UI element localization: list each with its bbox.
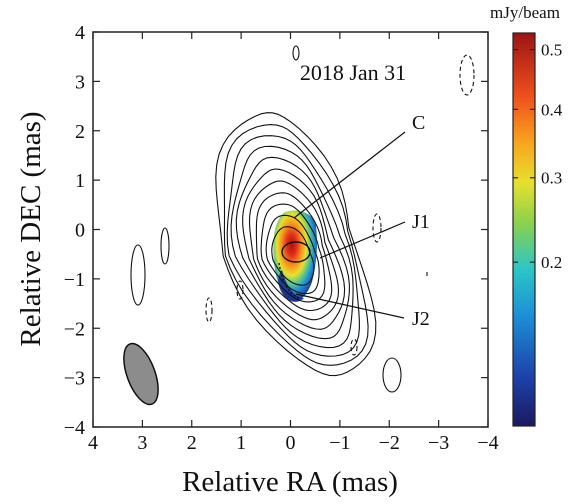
colorbar-unit: mJy/beam bbox=[490, 3, 560, 22]
y-tick-label: 4 bbox=[75, 22, 85, 44]
colorbar-gradient bbox=[512, 32, 536, 427]
x-axis-label: Relative RA (mas) bbox=[182, 466, 398, 498]
y-tick-label: −4 bbox=[64, 417, 85, 439]
intensity-map bbox=[273, 210, 317, 302]
x-tick-label: −1 bbox=[329, 432, 350, 454]
component-markers bbox=[278, 241, 311, 299]
y-tick-label: −1 bbox=[64, 269, 85, 291]
contour-ring bbox=[255, 192, 333, 312]
colorbar-tick-label: 0.5 bbox=[541, 41, 562, 60]
y-tick-label: −2 bbox=[64, 318, 85, 340]
restoring-beam bbox=[123, 342, 159, 406]
isolated-contours bbox=[130, 45, 402, 393]
y-tick-label: 1 bbox=[75, 170, 85, 192]
component-label-c: C bbox=[412, 112, 425, 134]
contour-ring bbox=[265, 214, 320, 295]
negative-contours bbox=[205, 54, 475, 356]
x-tick-label: −2 bbox=[379, 432, 400, 454]
contour-ring bbox=[260, 203, 326, 303]
y-axis-label: Relative DEC (mas) bbox=[15, 111, 47, 346]
x-tick-label: 0 bbox=[286, 432, 296, 454]
colorbar-tick-label: 0.3 bbox=[541, 169, 562, 188]
x-tick-label: 1 bbox=[236, 432, 246, 454]
contour-ring bbox=[223, 124, 369, 366]
x-tick-label: 4 bbox=[88, 432, 98, 454]
contour-ring bbox=[242, 168, 346, 330]
x-tick-label: −4 bbox=[477, 432, 498, 454]
component-label-j2: J2 bbox=[412, 308, 430, 330]
component-label-j1: J1 bbox=[412, 211, 430, 233]
contour-ring bbox=[248, 180, 340, 321]
contour-ring bbox=[235, 156, 350, 340]
axis-ticks bbox=[92, 31, 489, 428]
contour-ring bbox=[271, 226, 315, 286]
epoch-label: 2018 Jan 31 bbox=[300, 60, 406, 85]
colorbar-ticks bbox=[513, 49, 535, 263]
colorbar-tick-label: 0.2 bbox=[541, 253, 562, 272]
contour-ring bbox=[226, 135, 360, 357]
contour-ring bbox=[230, 145, 354, 349]
x-tick-label: 3 bbox=[137, 432, 147, 454]
component-pointers bbox=[293, 131, 406, 319]
colorbar-tick-label: 0.4 bbox=[541, 100, 563, 119]
colorbar: 0.5 0.4 0.3 0.2 mJy/beam bbox=[490, 3, 563, 427]
y-tick-label: 3 bbox=[75, 71, 85, 93]
contour-lines bbox=[215, 112, 377, 377]
colorbar-tick-labels: 0.5 0.4 0.3 0.2 bbox=[541, 41, 563, 273]
x-tick-label: 2 bbox=[187, 432, 197, 454]
y-tick-label: −3 bbox=[64, 368, 85, 390]
y-tick-label: 2 bbox=[75, 121, 85, 143]
contour-ring bbox=[215, 112, 377, 377]
x-tick-label: −3 bbox=[428, 432, 449, 454]
y-tick-label: 0 bbox=[75, 220, 85, 242]
